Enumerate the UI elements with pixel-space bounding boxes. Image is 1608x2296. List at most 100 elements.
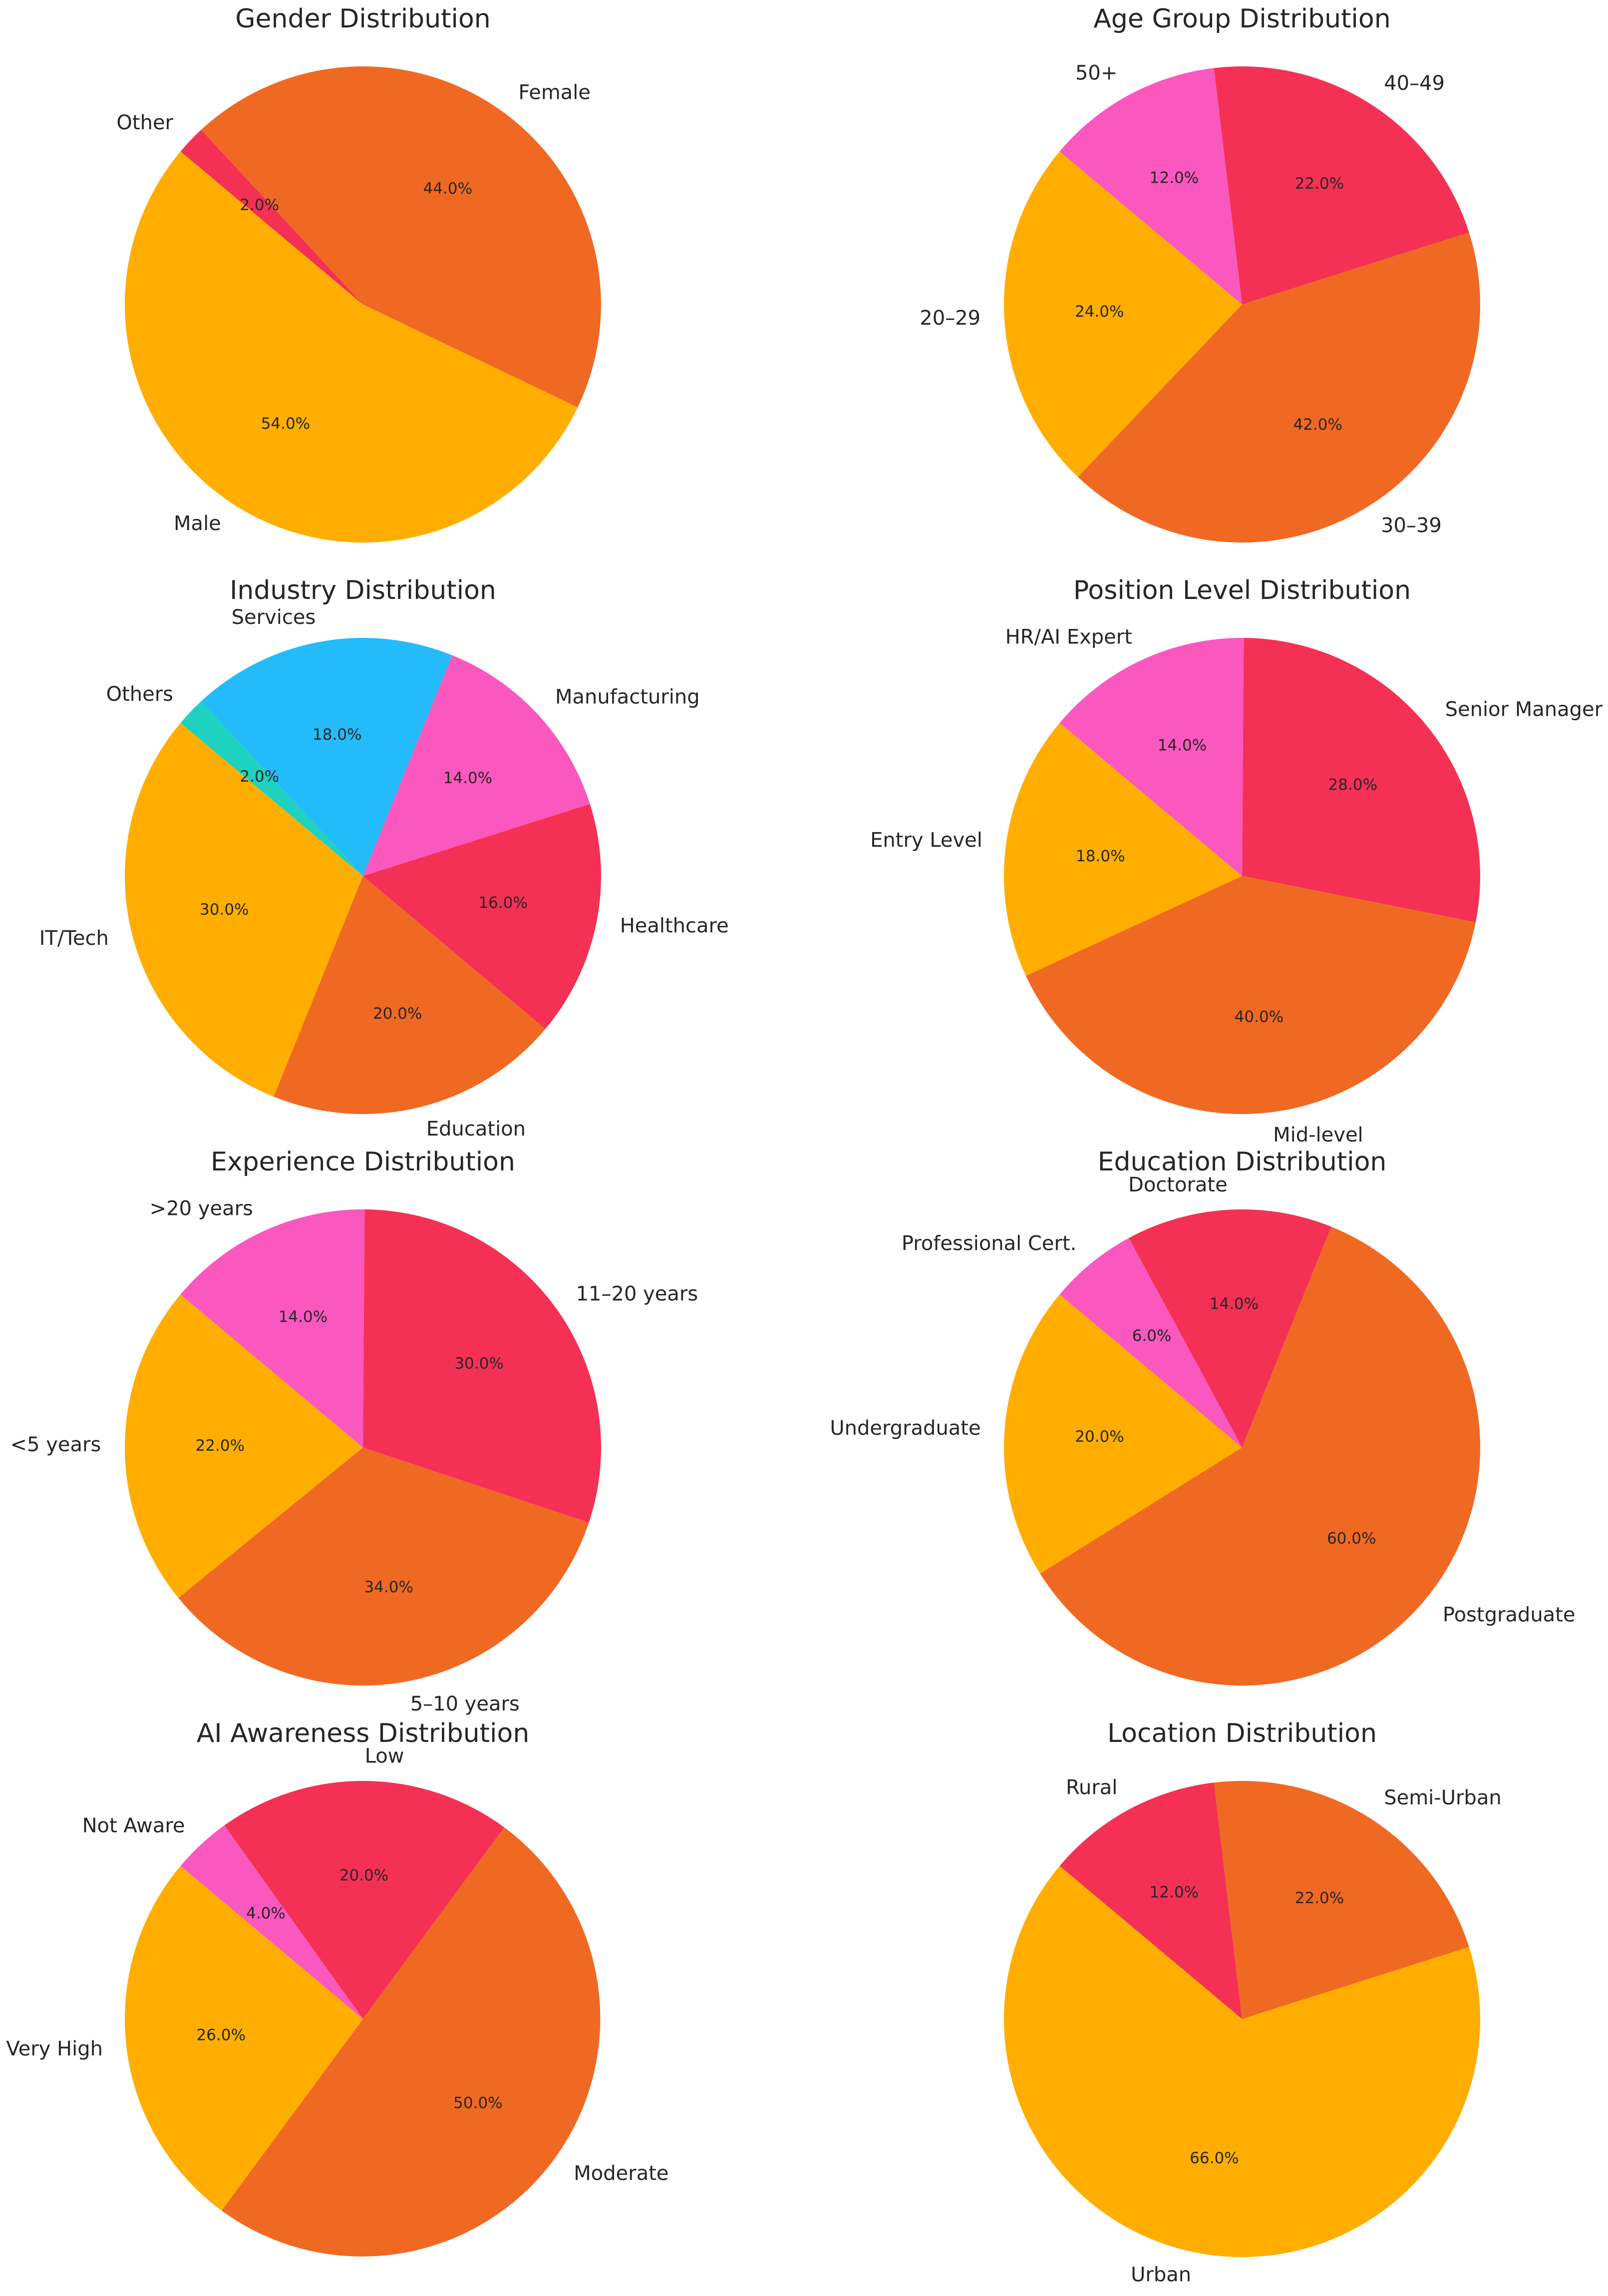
slice-label-undergraduate: Undergraduate [830,1417,980,1439]
pie-slice-mid-level [1025,876,1476,1115]
pie-slice-others [180,701,363,876]
slice-label-low: Low [365,1744,404,1767]
slice-label-senior-manager: Senior Manager [1445,698,1603,721]
pie-slice-very-high [125,1866,363,2211]
slice-label-semi-urban: Semi-Urban [1384,1786,1502,1809]
slice-label-entry-level: Entry Level [870,829,982,852]
pct-label-urban: 66.0% [1190,2149,1239,2167]
slice-label-40-49: 40–49 [1384,72,1445,95]
pie-chart-position-level-distribution: Position Level Distribution Entry Level 18… [870,575,1603,1147]
pie-slice-other [180,130,363,304]
pie-slice-rural [1059,1782,1242,2019]
pie-slice-50 [1059,68,1242,305]
pct-label-20-years: 14.0% [279,1308,327,1326]
chart-title: Experience Distribution [211,1147,515,1177]
chart-title: AI Awareness Distribution [197,1719,530,1748]
slice-label-30-39: 30–39 [1381,514,1442,537]
pie-chart-age-group-distribution: Age Group Distribution 20–29 24.0% 30–39 42.… [920,4,1480,543]
pie-slice-40-49 [1214,66,1469,305]
slice-label-very-high: Very High [6,2037,103,2060]
pct-label-5-10-years: 34.0% [364,1578,413,1596]
pct-label-moderate: 50.0% [453,2094,502,2112]
slice-label-doctorate: Doctorate [1128,1173,1228,1196]
pct-label-others: 2.0% [240,768,279,786]
slice-label-education: Education [426,1118,526,1141]
slice-label-female: Female [518,81,591,104]
pct-label-doctorate: 14.0% [1210,1295,1259,1313]
pct-label-female: 44.0% [423,180,472,198]
pie-slice-not-aware [180,1825,363,2019]
pct-label-senior-manager: 28.0% [1328,776,1377,794]
pie-slice-11-20-years [363,1209,601,1523]
pct-label-postgraduate: 60.0% [1327,1530,1376,1548]
pct-label-undergraduate: 20.0% [1075,1428,1124,1446]
slice-label-50: 50+ [1075,61,1117,84]
slice-label-11-20-years: 11–20 years [576,1283,698,1306]
pie-chart-education-distribution: Education Distribution Undergraduate 20.0%… [830,1147,1575,1686]
pie-slice-professional-cert [1059,1238,1242,1447]
pct-label-not-aware: 4.0% [246,1905,286,1923]
slice-label-services: Services [232,606,316,629]
pct-label-40-49: 22.0% [1295,175,1344,193]
pie-slice-education [274,876,546,1115]
chart-title: Position Level Distribution [1073,575,1411,605]
pie-chart-industry-distribution: Industry Distribution IT/Tech 30.0% Educati… [39,575,729,1141]
pct-label-healthcare: 16.0% [478,894,527,912]
pct-label-low: 20.0% [339,1866,388,1884]
pct-label-education: 20.0% [373,1005,422,1023]
pct-label-mid-level: 40.0% [1235,1008,1284,1026]
pie-slice-undergraduate [1004,1294,1242,1574]
pct-label-other: 2.0% [240,196,279,214]
pct-label-professional-cert: 6.0% [1132,1327,1172,1345]
slice-label-male: Male [174,512,221,535]
pct-label-manufacturing: 14.0% [443,769,492,787]
chart-title: Gender Distribution [235,4,491,34]
slice-label-manufacturing: Manufacturing [555,686,700,709]
pct-label-male: 54.0% [261,415,310,433]
pct-label-rural: 12.0% [1150,1884,1199,1902]
pct-label-services: 18.0% [313,726,361,744]
pct-label-20-29: 24.0% [1075,303,1124,321]
slice-label-rural: Rural [1066,1776,1117,1799]
pie-slice-5-10-years [178,1447,589,1686]
pie-chart-experience-distribution: Experience Distribution <5 years 22.0% 5–10… [10,1147,698,1716]
pie-chart-location-distribution: Location Distribution Urban 66.0% Semi-Urba… [1003,1719,1502,2287]
chart-title: Industry Distribution [230,575,496,605]
pct-label-50: 12.0% [1150,169,1199,187]
pie-slice-20-29 [1004,151,1242,477]
pie-slice-manufacturing [363,655,590,876]
slice-label-5-10-years: 5–10 years [410,1693,520,1716]
pie-slice-senior-manager [1242,638,1481,922]
pie-slice-it-tech [124,723,363,1097]
pie-slice-hr-ai-expert [1059,637,1244,876]
pie-slice-30-39 [1078,232,1480,543]
slice-label-moderate: Moderate [574,2162,668,2185]
pie-slice-healthcare [363,804,601,1029]
pct-label-30-39: 42.0% [1293,416,1342,434]
pie-slice-urban [1003,1866,1480,2258]
pie-slice-semi-urban [1214,1781,1469,2019]
chart-title: Education Distribution [1098,1147,1387,1177]
slice-label-others: Others [106,683,173,706]
pct-label-semi-urban: 22.0% [1295,1889,1344,1907]
slice-label-20-years: >20 years [150,1197,253,1220]
slice-label-urban: Urban [1131,2264,1191,2287]
slice-label-other: Other [116,111,173,134]
pct-label-it-tech: 30.0% [200,901,249,919]
slice-label-it-tech: IT/Tech [39,927,109,950]
pie-slice-entry-level [1004,723,1242,976]
slice-label-5-years: <5 years [10,1433,101,1456]
slice-label-20-29: 20–29 [920,306,980,329]
pie-slice-moderate [221,1827,601,2257]
pct-label-5-years: 22.0% [196,1437,245,1455]
pie-slice-20-years [180,1209,365,1447]
pie-chart-gender-distribution: Gender Distribution Male 54.0% Female 44.0% O… [116,4,601,543]
slice-label-not-aware: Not Aware [82,1814,185,1837]
pie-slice-male [124,151,578,543]
slice-label-hr-ai-expert: HR/AI Expert [1005,626,1132,649]
pct-label-entry-level: 18.0% [1076,848,1125,865]
pie-slice-doctorate [1129,1209,1331,1447]
pct-label-hr-ai-expert: 14.0% [1158,737,1207,755]
chart-title: Age Group Distribution [1093,4,1390,34]
